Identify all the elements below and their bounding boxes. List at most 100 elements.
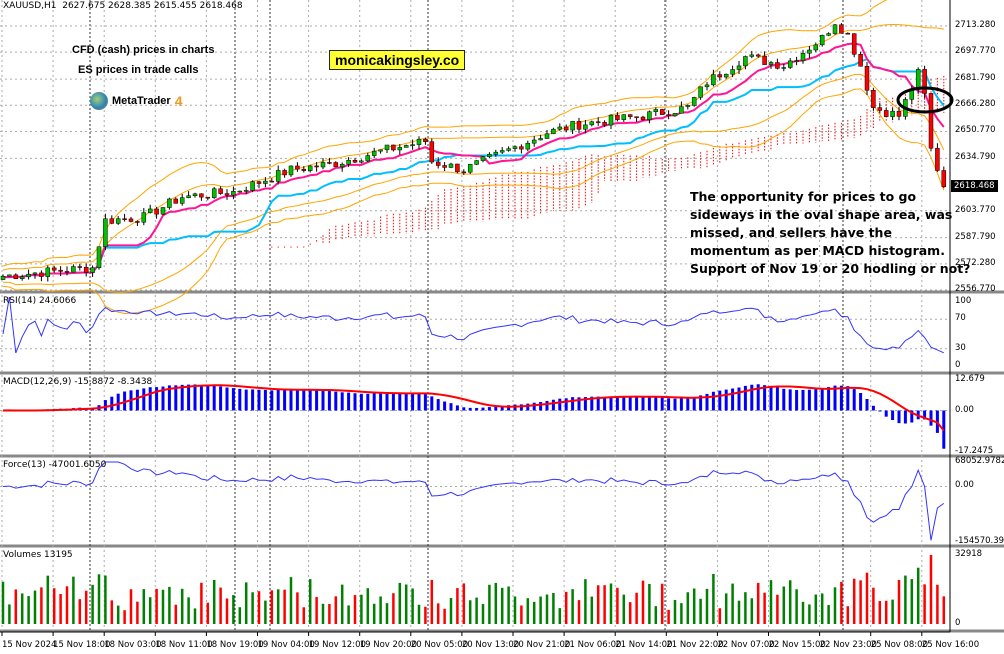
candle-body	[96, 246, 102, 268]
candle-body	[410, 144, 415, 146]
time-label: 19 Nov 12:00	[308, 640, 366, 650]
candle-body	[519, 146, 524, 150]
candle-body	[416, 138, 422, 145]
annotation: The opportunity for prices to go sideway…	[690, 188, 970, 278]
candle-body	[173, 198, 179, 204]
candle-body	[941, 170, 947, 187]
note-cfd: CFD (cash) prices in charts	[72, 44, 215, 56]
candle-body	[122, 218, 127, 220]
rsi-tick-label: 0	[955, 360, 961, 370]
ohlc-values: 2627.675 2628.385 2615.455 2618.468	[62, 1, 243, 11]
candle-body	[525, 142, 531, 150]
candle-body	[135, 221, 140, 223]
candle-body	[378, 149, 383, 152]
macd-signal-line	[2, 384, 945, 432]
candle-body	[32, 272, 38, 275]
candle-body	[115, 218, 121, 224]
candle-body	[243, 190, 249, 192]
candle-body	[538, 138, 543, 141]
candle-body	[819, 35, 825, 46]
candle-body	[551, 128, 556, 135]
candle-body	[621, 114, 627, 120]
rsi-tick-label: 100	[955, 296, 972, 306]
candle-body	[90, 267, 95, 273]
candle-body	[269, 180, 275, 183]
candle-body	[589, 121, 595, 126]
candle-body	[186, 195, 191, 198]
candle-body	[768, 62, 774, 65]
candle-body	[935, 147, 940, 171]
price-tick-label: 2713.280	[955, 20, 996, 30]
volume-tick-label: 0	[955, 618, 961, 628]
candle-body	[839, 24, 844, 34]
candle-body	[442, 165, 447, 168]
rsi-tick-label: 70	[955, 313, 966, 324]
candle-body	[851, 33, 857, 55]
candle-body	[455, 163, 460, 173]
symbol-label: XAUUSD,H1 2627.675 2628.385 2615.455 261…	[3, 1, 243, 11]
candle-body	[595, 121, 601, 124]
time-label: 21 Nov 22:00	[666, 640, 724, 650]
candle-body	[762, 55, 767, 65]
lower-band	[2, 88, 945, 314]
candle-body	[775, 62, 780, 69]
candle-body	[0, 275, 6, 280]
candle-body	[602, 122, 607, 126]
time-label: 20 Nov 13:00	[461, 640, 520, 650]
time-label: 18 Nov 03:00	[104, 640, 162, 650]
candle-body	[103, 218, 108, 247]
time-label: 22 Nov 15:00	[768, 640, 826, 650]
candle-body	[19, 276, 25, 279]
candle-body	[717, 74, 723, 78]
candle-body	[647, 111, 652, 120]
candle-body	[583, 124, 588, 130]
price-tick-label: 2572.280	[955, 257, 996, 268]
candle-body	[339, 163, 345, 168]
candle-body	[371, 150, 377, 156]
inner-lower-band	[2, 73, 945, 293]
candle-body	[26, 273, 31, 278]
candle-body	[307, 165, 313, 171]
price-tick-label: 2681.790	[955, 73, 996, 84]
candle-body	[506, 148, 511, 151]
candle-body	[435, 161, 441, 166]
price-tick-label: 2587.790	[955, 231, 996, 242]
time-label: 21 Nov 14:00	[615, 640, 673, 650]
candle-body	[391, 144, 396, 151]
volumes-label: Volumes 13195	[3, 550, 73, 560]
candle-body	[397, 147, 403, 151]
time-label: 15 Nov 18:00	[53, 640, 111, 650]
candle-body	[365, 155, 371, 162]
candle-body	[826, 33, 831, 36]
candle-body	[474, 160, 479, 165]
candle-body	[7, 274, 12, 277]
candle-body	[275, 170, 281, 182]
candle-body	[327, 162, 332, 164]
candle-body	[167, 198, 172, 208]
candle-body	[634, 116, 639, 118]
candle-body	[256, 181, 262, 184]
candle-body	[141, 212, 147, 223]
current-price-label: 2618.468	[951, 179, 998, 192]
candle-body	[199, 193, 204, 198]
candle-body	[813, 44, 819, 51]
time-label: 25 Nov 08:00	[870, 640, 928, 650]
price-tick-label: 2697.770	[955, 46, 996, 57]
candle-body	[295, 165, 300, 170]
candle-body	[154, 208, 159, 215]
candle-body	[58, 269, 63, 272]
candle-body	[845, 32, 851, 35]
candle-body	[659, 109, 665, 115]
candle-body	[282, 170, 287, 176]
candle-body	[928, 93, 934, 149]
candle-body	[77, 266, 83, 268]
candle-body	[237, 190, 243, 193]
candle-body	[679, 106, 684, 114]
candle-body	[51, 267, 57, 271]
candle-body	[781, 67, 787, 69]
candle-body	[807, 49, 812, 54]
candle-body	[160, 207, 166, 215]
candle-body	[640, 116, 646, 120]
metatrader-logo: MetaTrader 4	[90, 92, 183, 110]
